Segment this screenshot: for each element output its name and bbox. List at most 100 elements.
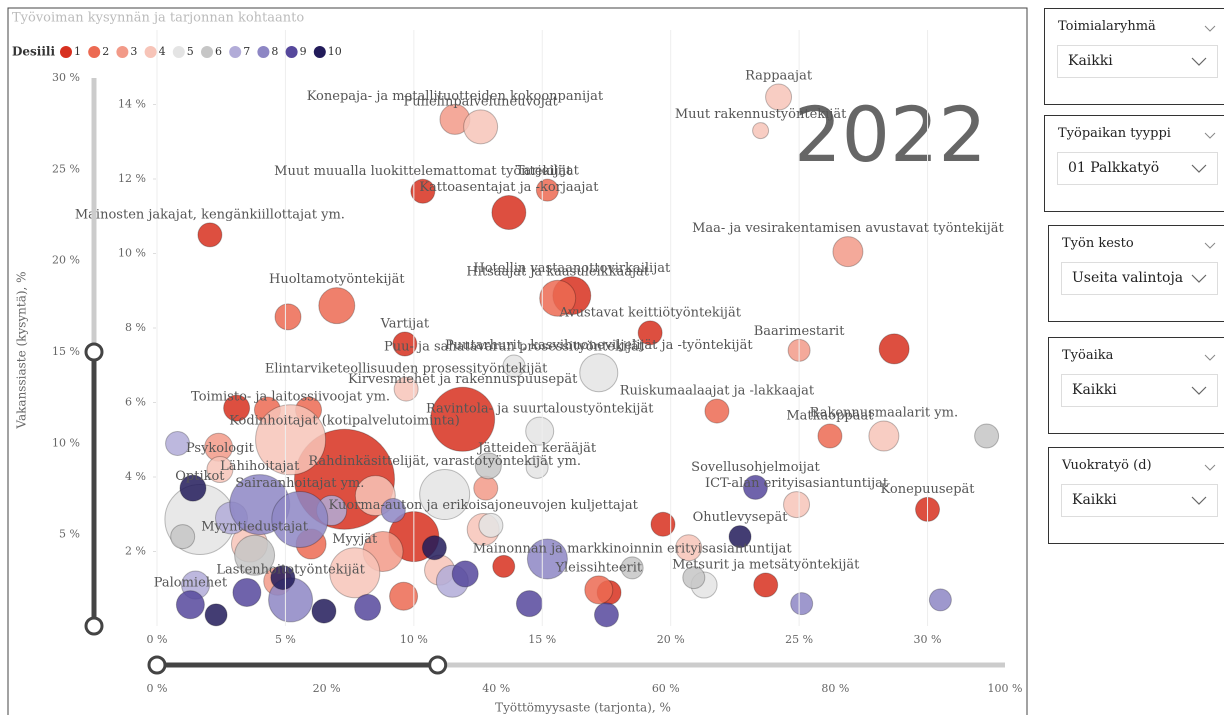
bubble: [593, 602, 619, 628]
year-annotation: 2022: [793, 90, 986, 179]
bubble-label: Muut rakennustyöntekijät: [675, 107, 847, 122]
slicer-value: Kaikki: [1072, 492, 1117, 508]
bubble: [354, 593, 382, 621]
bubble: [704, 398, 730, 424]
y-tick-label: 10 %: [118, 247, 146, 260]
bubble: [539, 279, 577, 317]
slicer-dropdown[interactable]: Kaikki: [1057, 45, 1218, 78]
bubble: [430, 386, 496, 452]
collapse-icon[interactable]: [1204, 464, 1216, 472]
bubble: [274, 303, 302, 331]
x-tick-label: 10 %: [400, 633, 428, 646]
dropdown-icon: [1191, 386, 1207, 395]
slider-tick-label: 20 %: [313, 682, 341, 695]
slicer-dropdown[interactable]: Useita valintoja: [1061, 262, 1218, 295]
slicer-title: Työpaikan tyyppi: [1058, 126, 1171, 141]
bubble-label: Tarjoilijat: [516, 164, 580, 179]
slicer-value: Kaikki: [1068, 53, 1113, 69]
bubble-label: Puu- ja sahatavaran prosessityöntekijät: [384, 339, 645, 354]
bubble-label: Psykologit: [186, 441, 255, 456]
bubble: [765, 83, 793, 111]
bubble: [753, 572, 779, 598]
bubble: [232, 577, 262, 607]
y-tick-label: 14 %: [118, 98, 146, 111]
slicer: Vuokratyö (d) Kaikki: [1048, 447, 1224, 544]
bubble-label: Mainosten jakajat, kengänkiillottajat ym…: [75, 207, 345, 222]
collapse-icon[interactable]: [1204, 25, 1216, 33]
bubble-label: Myyntiedustajat: [201, 520, 309, 535]
bubble: [311, 598, 337, 624]
chart-title: Työvoiman kysynnän ja tarjonnan kohtaant…: [12, 11, 304, 26]
legend-swatch: [257, 46, 270, 58]
slicer-dropdown[interactable]: Kaikki: [1061, 374, 1218, 407]
bubble-label: Konepuusepät: [881, 482, 976, 497]
slicer-value: Kaikki: [1072, 382, 1117, 398]
x-tick-label: 5 %: [275, 633, 296, 646]
x-tick-label: 20 %: [657, 633, 685, 646]
bubble: [682, 566, 706, 590]
slider-handle[interactable]: [84, 616, 104, 636]
bubble: [421, 535, 447, 561]
bubble: [255, 404, 327, 476]
slicer-dropdown[interactable]: Kaikki: [1061, 484, 1218, 517]
bubble-label: Baarimestarit: [754, 324, 845, 339]
bubble-label: Puutarhurit, kasvihuoneviljelijät ja -ty…: [445, 338, 753, 353]
bubble: [502, 354, 526, 378]
bubble: [270, 565, 296, 591]
dropdown-icon: [1191, 496, 1207, 505]
y-tick-label: 4 %: [125, 470, 146, 483]
bubble-label: Hotellin vastaanottovirkailijat: [473, 261, 671, 276]
slider-handle[interactable]: [428, 655, 448, 675]
collapse-icon[interactable]: [1204, 242, 1216, 250]
bubble: [752, 122, 770, 140]
bubble: [491, 195, 527, 231]
slider-tick-label: 30 %: [52, 71, 80, 84]
bubble: [526, 538, 568, 580]
collapse-icon[interactable]: [1204, 132, 1216, 140]
bubble: [389, 581, 419, 611]
bubble-label: Sovellusohjelmoijat: [691, 460, 820, 475]
slider-tick-label: 60 %: [652, 682, 680, 695]
bubble-label: Maa- ja vesirakentamisen avustavat työnt…: [692, 221, 1004, 236]
legend-title: Desiili: [12, 45, 55, 59]
collapse-icon[interactable]: [1204, 354, 1216, 362]
legend-label: 2: [102, 45, 109, 58]
legend-label: 6: [215, 45, 222, 58]
bubble: [393, 376, 419, 402]
bubble: [584, 575, 614, 605]
bubble-label: Ravintola- ja suurtaloustyöntekijät: [426, 402, 654, 417]
slider-handle[interactable]: [84, 342, 104, 362]
slicer-title: Työaika: [1062, 348, 1114, 363]
bubble: [878, 333, 910, 365]
bubble-label: Elintarviketeollisuuden prosessityönteki…: [265, 362, 548, 377]
bubble: [868, 420, 900, 452]
bubble-label: ICT-alan erityisasiantuntijat: [705, 476, 889, 491]
bubble-label: Metsurit ja metsätyöntekijät: [672, 558, 860, 573]
bubble: [318, 287, 356, 325]
y-tick-label: 8 %: [125, 321, 146, 334]
bubble-label: Ruiskumaalaajat ja -lakkaajat: [620, 384, 815, 399]
bubble: [974, 423, 1000, 449]
slicer: Toimialaryhmä Kaikki: [1044, 8, 1224, 105]
slicer: Työn kesto Useita valintoja: [1048, 225, 1224, 322]
bubble: [451, 560, 479, 588]
legend-swatch: [285, 46, 298, 58]
slicer-dropdown[interactable]: 01 Palkkatyö: [1057, 152, 1218, 185]
legend-swatch: [201, 46, 213, 58]
bubble-label: Jätteiden kerääjät: [476, 441, 597, 456]
slider-tick-label: 10 %: [52, 436, 80, 449]
bubble: [170, 524, 196, 550]
x-tick-label: 15 %: [528, 633, 556, 646]
bubble-label: Matkaoppaat: [786, 409, 874, 424]
bubble: [675, 534, 703, 562]
slider-handle[interactable]: [147, 655, 167, 675]
bubble: [478, 512, 504, 538]
bubble: [832, 236, 864, 268]
visual-frame: [7, 7, 1028, 715]
bubble: [492, 554, 516, 578]
bubble-label: Palomiehet: [154, 575, 228, 590]
bubble-label: Konepaja- ja metallituotteiden kokoonpan…: [307, 89, 604, 104]
bubble-label: Avustavat keittiötyöntekijät: [558, 305, 741, 320]
slider-tick-label: 20 %: [52, 254, 80, 267]
legend-label: 7: [243, 45, 250, 58]
